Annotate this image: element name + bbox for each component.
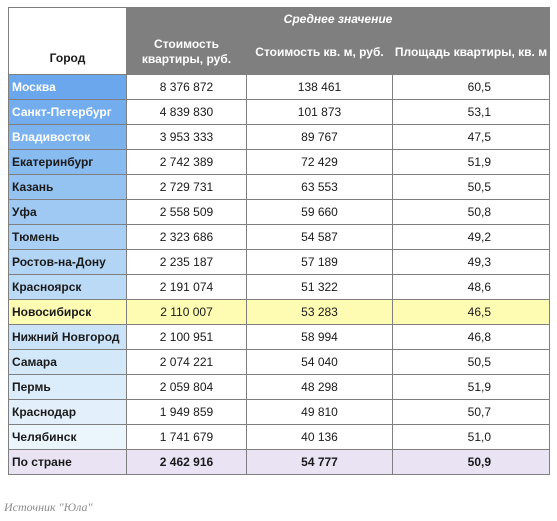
cell-price: 2 110 007 [126, 299, 247, 325]
column-header-price: Стоимость квартиры, руб. [126, 29, 247, 75]
cell-area: 49,2 [392, 224, 550, 250]
cell-price: 1 741 679 [126, 424, 247, 450]
cell-sqm-price: 54 040 [246, 349, 393, 375]
cell-price: 2 323 686 [126, 224, 247, 250]
cell-sqm-price: 54 587 [246, 224, 393, 250]
table-row: Тюмень 2 323 686 54 587 49,2 [8, 224, 550, 250]
cell-city: Тюмень [8, 224, 127, 250]
table-row: Екатеринбург 2 742 389 72 429 51,9 [8, 149, 550, 175]
table-row: Москва 8 376 872 138 461 60,5 [8, 74, 550, 100]
cell-city: Москва [8, 74, 127, 100]
cell-city: Новосибирск [8, 299, 127, 325]
table-row: Челябинск 1 741 679 40 136 51,0 [8, 424, 550, 450]
cell-city: Ростов-на-Дону [8, 249, 127, 275]
table-row: Новосибирск 2 110 007 53 283 46,5 [8, 299, 550, 325]
cell-price: 2 074 221 [126, 349, 247, 375]
total-area: 50,9 [392, 449, 550, 475]
cell-sqm-price: 63 553 [246, 174, 393, 200]
column-group-header: Среднее значение [126, 7, 550, 30]
cell-area: 50,5 [392, 349, 550, 375]
cell-price: 2 729 731 [126, 174, 247, 200]
table-row: Пермь 2 059 804 48 298 51,9 [8, 374, 550, 400]
header-row-columns: Стоимость квартиры, руб. Стоимость кв. м… [9, 29, 550, 75]
cell-city: Красноярск [8, 274, 127, 300]
cell-city: Пермь [8, 374, 127, 400]
cell-area: 60,5 [392, 74, 550, 100]
table-row: Санкт-Петербург 4 839 830 101 873 53,1 [8, 99, 550, 125]
cell-city: Екатеринбург [8, 149, 127, 175]
cell-sqm-price: 40 136 [246, 424, 393, 450]
cell-city: Краснодар [8, 399, 127, 425]
table-row: Краснодар 1 949 859 49 810 50,7 [8, 399, 550, 425]
cell-sqm-price: 59 660 [246, 199, 393, 225]
cell-price: 2 100 951 [126, 324, 247, 350]
cell-area: 47,5 [392, 124, 550, 150]
cell-area: 46,5 [392, 299, 550, 325]
cell-price: 4 839 830 [126, 99, 247, 125]
cell-city: Челябинск [8, 424, 127, 450]
cell-sqm-price: 48 298 [246, 374, 393, 400]
total-sqm-price: 54 777 [246, 449, 393, 475]
cell-sqm-price: 49 810 [246, 399, 393, 425]
cell-sqm-price: 89 767 [246, 124, 393, 150]
cell-city: Нижний Новгород [8, 324, 127, 350]
cell-price: 2 558 509 [126, 199, 247, 225]
cell-area: 46,8 [392, 324, 550, 350]
cell-city: Владивосток [8, 124, 127, 150]
table-row: Владивосток 3 953 333 89 767 47,5 [8, 124, 550, 150]
table-row: Уфа 2 558 509 59 660 50,8 [8, 199, 550, 225]
table-row: Ростов-на-Дону 2 235 187 57 189 49,3 [8, 249, 550, 275]
cell-price: 2 191 074 [126, 274, 247, 300]
cell-city: Санкт-Петербург [8, 99, 127, 125]
column-header-area: Площадь квартиры, кв. м [392, 29, 550, 75]
cell-price: 3 953 333 [126, 124, 247, 150]
cell-sqm-price: 101 873 [246, 99, 393, 125]
cell-price: 1 949 859 [126, 399, 247, 425]
cell-price: 2 235 187 [126, 249, 247, 275]
cell-area: 50,5 [392, 174, 550, 200]
cell-sqm-price: 53 283 [246, 299, 393, 325]
table-row: Красноярск 2 191 074 51 322 48,6 [8, 274, 550, 300]
cell-area: 50,8 [392, 199, 550, 225]
cell-area: 51,9 [392, 374, 550, 400]
column-header-city: Город [8, 7, 127, 75]
cell-price: 2 059 804 [126, 374, 247, 400]
data-table-container: Город Среднее значение Стоимость квартир… [8, 7, 550, 475]
cell-sqm-price: 58 994 [246, 324, 393, 350]
source-caption: Источник "Юла" [4, 500, 93, 514]
apartment-price-table: Город Среднее значение Стоимость квартир… [8, 7, 550, 475]
table-row: Самара 2 074 221 54 040 50,5 [8, 349, 550, 375]
cell-area: 50,7 [392, 399, 550, 425]
total-row: По стране 2 462 916 54 777 50,9 [8, 449, 550, 475]
total-price: 2 462 916 [126, 449, 247, 475]
cell-area: 49,3 [392, 249, 550, 275]
cell-area: 48,6 [392, 274, 550, 300]
cell-sqm-price: 138 461 [246, 74, 393, 100]
cell-price: 2 742 389 [126, 149, 247, 175]
table-body: Москва 8 376 872 138 461 60,5 Санкт-Петербур… [8, 74, 550, 475]
cell-city: Самара [8, 349, 127, 375]
cell-sqm-price: 51 322 [246, 274, 393, 300]
cell-area: 51,9 [392, 149, 550, 175]
table-row: Нижний Новгород 2 100 951 58 994 46,8 [8, 324, 550, 350]
column-header-sqm-price: Стоимость кв. м, руб. [246, 29, 393, 75]
total-city: По стране [8, 449, 127, 475]
cell-city: Уфа [8, 199, 127, 225]
cell-sqm-price: 72 429 [246, 149, 393, 175]
table-row: Казань 2 729 731 63 553 50,5 [8, 174, 550, 200]
cell-area: 53,1 [392, 99, 550, 125]
cell-price: 8 376 872 [126, 74, 247, 100]
cell-sqm-price: 57 189 [246, 249, 393, 275]
cell-city: Казань [8, 174, 127, 200]
header-row-group: Город Среднее значение [8, 7, 550, 75]
cell-area: 51,0 [392, 424, 550, 450]
